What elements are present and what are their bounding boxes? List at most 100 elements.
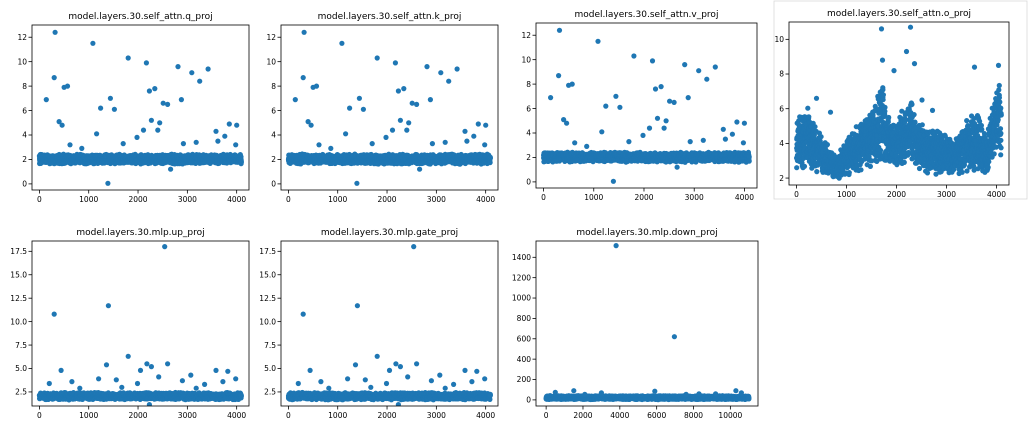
outlier-point <box>94 131 100 137</box>
outlier-point <box>79 145 85 151</box>
outlier-point <box>197 78 203 84</box>
outlier-point <box>56 119 62 125</box>
outlier-point <box>155 127 161 133</box>
x-tick-label: 1000 <box>79 195 98 204</box>
outlier-point <box>392 60 398 66</box>
y-tick-label: 8 <box>22 82 27 91</box>
data-points <box>285 29 493 186</box>
outlier-point <box>427 97 433 103</box>
outlier-point <box>475 121 481 127</box>
outlier-point <box>339 40 345 46</box>
outlier-point <box>354 180 360 186</box>
outlier-point <box>414 101 420 107</box>
y-tick-label: 10 <box>266 57 276 66</box>
y-tick-label: 10 <box>17 57 27 66</box>
outlier-point <box>454 66 460 72</box>
data-points <box>36 29 244 186</box>
outlier-point <box>406 120 412 126</box>
outlier-point <box>313 83 320 89</box>
outlier-point <box>446 78 452 84</box>
outlier-point <box>360 106 366 112</box>
outlier-point <box>471 133 477 139</box>
outlier-point <box>215 138 221 144</box>
y-tick-label: 4 <box>22 131 27 140</box>
outlier-point <box>442 139 448 145</box>
chart-panel-1: model.layers.30.self_attn.q_proj 0 1000 200… <box>17 12 250 204</box>
outlier-point <box>424 64 430 70</box>
outlier-point <box>300 75 306 81</box>
outlier-point <box>205 66 211 72</box>
outlier-point <box>404 127 410 133</box>
x-tick-label: 4000 <box>476 195 495 204</box>
outlier-point <box>383 134 389 140</box>
outlier-point <box>59 122 65 128</box>
outlier-point <box>356 95 362 101</box>
outlier-point <box>482 142 488 148</box>
outlier-point <box>189 70 195 76</box>
outlier-point <box>389 127 396 133</box>
outlier-point <box>175 64 181 70</box>
outlier-point <box>462 128 468 134</box>
x-tick-label: 0 <box>37 195 42 204</box>
outlier-point <box>234 122 240 128</box>
outlier-point <box>64 83 71 89</box>
outlier-point <box>43 97 49 103</box>
y-tick-label: 12 <box>17 33 27 42</box>
outlier-point <box>148 117 154 123</box>
outlier-point <box>292 97 298 103</box>
y-tick-label: 2 <box>22 155 27 164</box>
outlier-point <box>105 180 111 186</box>
outlier-point <box>369 141 375 147</box>
data-points <box>541 27 752 184</box>
outlier-point <box>111 106 117 112</box>
outlier-point <box>157 120 163 126</box>
x-tick-label: 2000 <box>377 195 396 204</box>
outlier-point <box>180 141 186 147</box>
axes-frame <box>31 24 250 191</box>
y-tick-label: 8 <box>271 82 276 91</box>
outlier-point <box>67 142 73 148</box>
outlier-point <box>483 122 489 128</box>
outlier-point <box>222 133 228 139</box>
outlier-point <box>140 127 147 133</box>
outlier-point <box>120 141 126 147</box>
outlier-point <box>143 60 149 66</box>
outlier-point <box>374 55 380 61</box>
outlier-point <box>305 119 311 125</box>
outlier-point <box>193 139 199 145</box>
y-tick-label: 0 <box>22 180 27 189</box>
chart-title: model.layers.30.self_attn.v_proj <box>575 10 719 20</box>
outlier-point <box>107 95 113 101</box>
outlier-point <box>160 100 166 106</box>
y-tick-label: 0 <box>271 180 276 189</box>
outlier-point <box>438 70 444 76</box>
outlier-point <box>168 166 174 172</box>
outlier-point <box>308 122 314 128</box>
outlier-point <box>233 142 239 148</box>
outlier-point <box>178 97 184 103</box>
x-tick-label: 3000 <box>178 195 197 204</box>
outlier-point <box>395 88 401 94</box>
outlier-point <box>409 100 415 106</box>
chart-title: model.layers.30.self_attn.q_proj <box>68 12 212 22</box>
outlier-point <box>98 105 104 111</box>
data-point <box>487 159 493 166</box>
outlier-point <box>213 128 219 134</box>
outlier-point <box>90 40 96 46</box>
outlier-point <box>316 142 322 148</box>
outlier-point <box>301 29 307 35</box>
x-tick-label: 2000 <box>128 195 147 204</box>
outlier-point <box>429 141 435 147</box>
outlier-point <box>397 117 403 123</box>
y-tick-label: 4 <box>271 131 276 140</box>
data-point <box>238 159 244 165</box>
y-tick-label: 6 <box>22 106 27 115</box>
outlier-point <box>347 105 353 111</box>
outlier-point <box>152 86 158 92</box>
axes-frame <box>280 24 499 191</box>
outlier-point <box>464 138 470 144</box>
outlier-point <box>401 86 407 92</box>
outlier-point <box>343 131 349 137</box>
